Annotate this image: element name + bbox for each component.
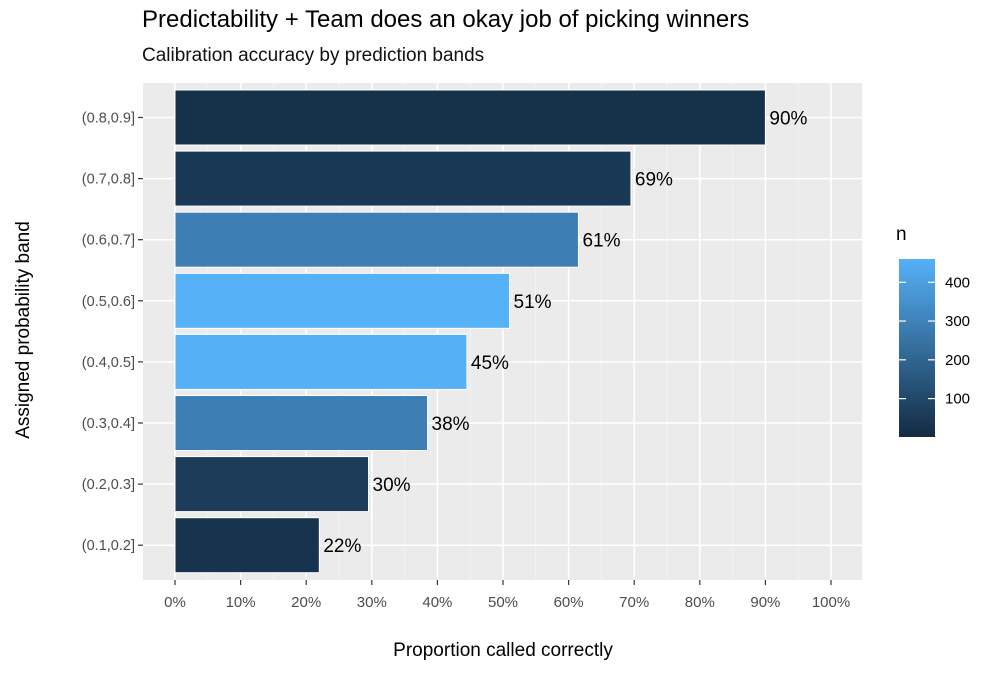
chart-title: Predictability + Team does an okay job o… [142,6,750,33]
chart-subtitle: Calibration accuracy by prediction bands [142,45,485,66]
bar-value-label: 30% [373,475,411,496]
bar-value-label: 61% [582,231,620,252]
bar-value-label: 22% [323,536,361,557]
bar [174,395,429,451]
bar [174,333,468,390]
bar [174,272,511,329]
legend-tick-label: 400 [945,274,970,291]
x-tick-label: 100% [812,594,850,611]
y-tick-label: (0.7,0.8] [82,172,135,188]
x-tick-label: 40% [422,594,452,611]
y-tick-label: (0.3,0.4] [82,416,135,432]
bar-value-label: 69% [635,170,673,191]
bar-value-label: 45% [471,353,509,374]
bar-value-label: 90% [769,109,807,130]
legend-tick-label: 100 [945,391,970,408]
x-tick-label: 20% [291,594,321,611]
bar [174,456,370,513]
y-tick-label: (0.5,0.6] [82,294,135,310]
legend-title: n [896,224,907,245]
y-tick-label: (0.6,0.7] [82,233,135,249]
x-tick-label: 80% [685,594,715,611]
x-tick-label: 60% [554,594,584,611]
bar [174,517,320,574]
x-axis-label: Proportion called correctly [393,640,613,661]
legend-tick-label: 300 [945,313,970,330]
bar [174,89,766,146]
bar [174,150,632,207]
x-tick-label: 30% [357,594,387,611]
x-tick-label: 70% [619,594,649,611]
y-tick-label: (0.4,0.5] [82,355,135,371]
bar-value-label: 51% [514,292,552,313]
legend-colorbar [899,259,935,437]
y-tick-label: (0.1,0.2] [82,538,135,554]
x-tick-label: 90% [750,594,780,611]
y-tick-label: (0.8,0.9] [82,111,135,127]
x-tick-label: 10% [226,594,256,611]
legend-tick-label: 200 [945,352,970,369]
bar [174,211,579,268]
y-tick-label: (0.2,0.3] [82,477,135,493]
x-tick-label: 50% [488,594,518,611]
bar-value-label: 38% [432,414,470,435]
x-tick-label: 0% [164,594,186,611]
